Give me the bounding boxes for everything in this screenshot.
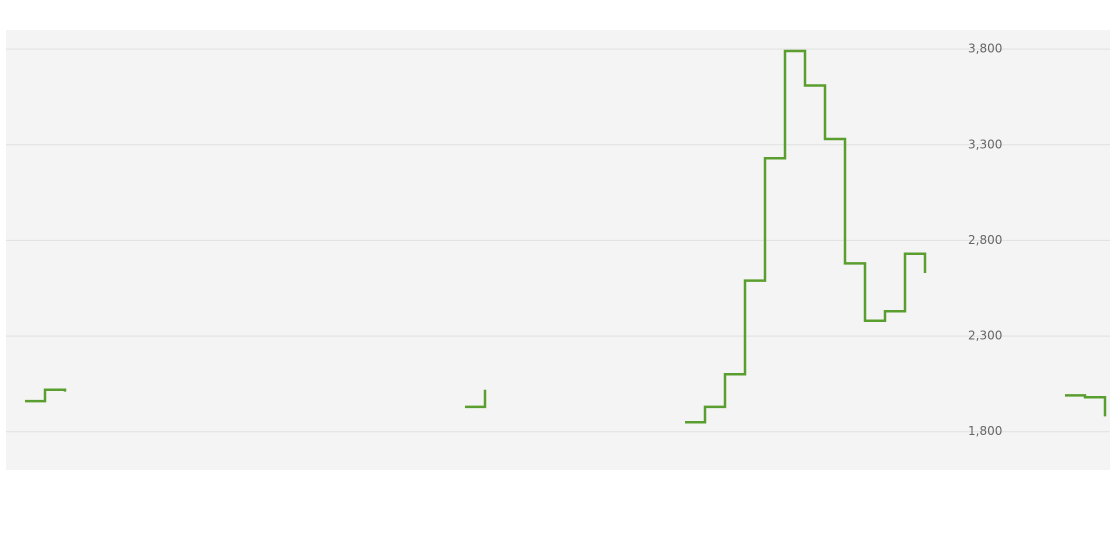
y-tick-label: 3,800 — [968, 42, 1002, 56]
line — [25, 49, 1107, 424]
y-tick-label: 2,800 — [968, 233, 1002, 247]
y-tick-label: 1,800 — [968, 424, 1002, 438]
plot-area — [6, 30, 1110, 470]
y-tick-label: 2,300 — [968, 329, 1002, 343]
y-tick-label: 3,300 — [968, 137, 1002, 151]
